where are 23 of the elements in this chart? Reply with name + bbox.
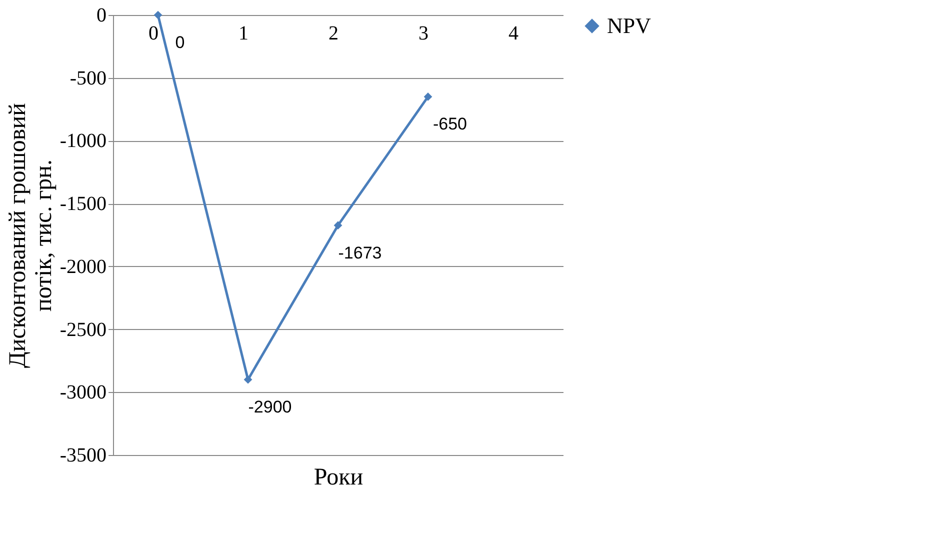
x-tick-label: 1: [238, 22, 248, 44]
y-tick-label: -1000: [60, 130, 106, 152]
y-tick-label: -3500: [60, 444, 106, 466]
x-tick-label: 3: [418, 22, 428, 44]
y-tick-label: -2000: [60, 256, 106, 278]
data-label: -650: [432, 114, 468, 134]
legend-label: NPV: [607, 13, 652, 38]
x-tick-label: 4: [508, 22, 518, 44]
x-axis-title: Роки: [314, 464, 364, 490]
point: [244, 375, 252, 384]
y-tick-label: -1500: [60, 193, 106, 216]
x-tick-label: 0: [148, 22, 158, 44]
point: [424, 92, 432, 101]
y-tick-label: -2500: [60, 318, 106, 341]
y-tick-label: 0: [96, 4, 106, 26]
y-tick-label: -500: [70, 67, 106, 90]
x-tick-label: 2: [328, 22, 338, 44]
point: [154, 10, 162, 20]
data-label: -1673: [338, 243, 382, 262]
point: [334, 221, 342, 230]
y-axis-title: Дисконтований грошовий потік, тис. грн.: [4, 102, 57, 368]
data-label: -2900: [248, 398, 292, 417]
y-tick-label: -3000: [60, 382, 106, 404]
